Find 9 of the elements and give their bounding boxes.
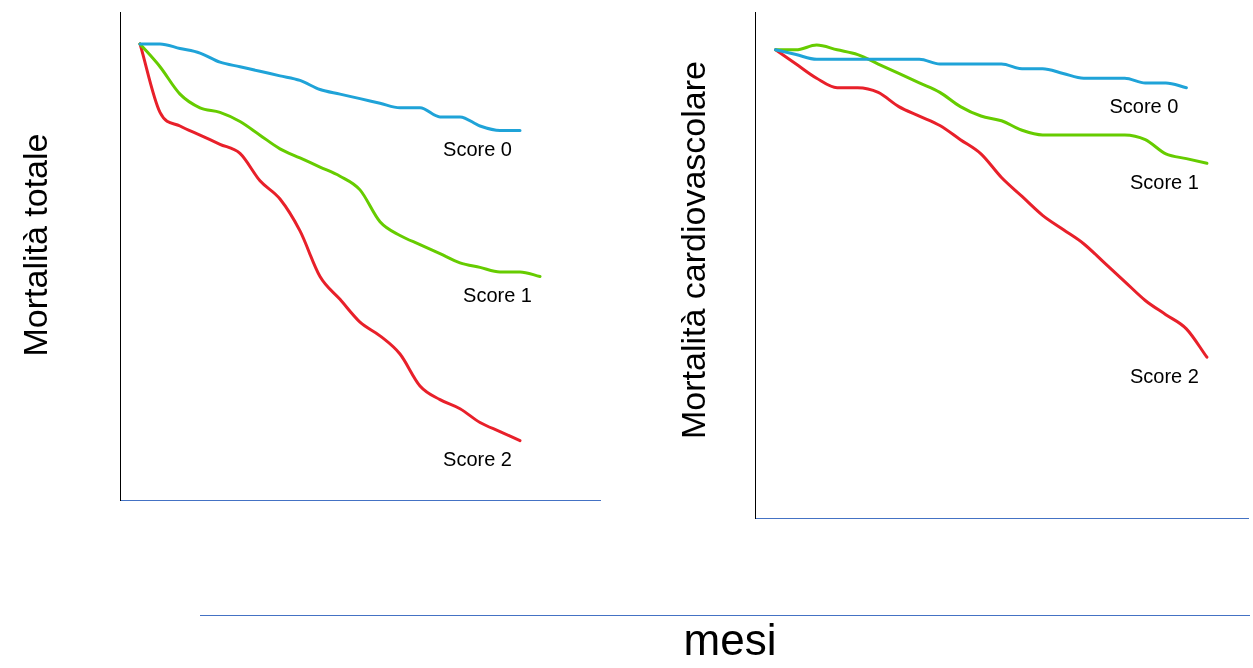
y-axis-title: Mortalità cardiovascolare — [673, 61, 713, 439]
series-label: Score 1 — [463, 284, 532, 307]
series-label: Score 0 — [443, 138, 512, 161]
series-label: Score 0 — [1109, 95, 1179, 118]
series-label: Score 1 — [1129, 170, 1199, 193]
series-label: Score 2 — [1129, 364, 1199, 387]
series-label: Score 2 — [443, 448, 512, 471]
y-axis-title: Mortalità totale — [15, 133, 55, 357]
x-axis-title: mesi — [683, 615, 777, 665]
